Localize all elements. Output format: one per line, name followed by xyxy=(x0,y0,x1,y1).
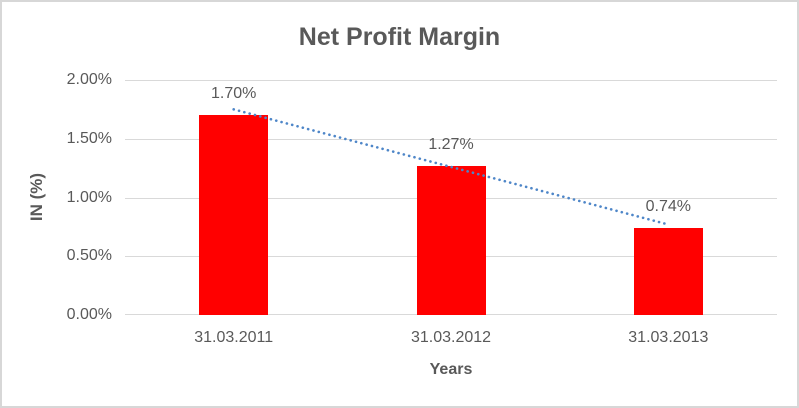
bar xyxy=(633,228,703,315)
x-tick-label: 31.03.2013 xyxy=(628,329,709,346)
plot-area: 1.70% 1.27% 0.74% xyxy=(125,79,777,315)
y-tick-label: 1.00% xyxy=(66,188,112,206)
trendline xyxy=(232,108,670,226)
bar xyxy=(416,165,486,315)
y-tick-label: 2.00% xyxy=(66,71,112,88)
y-tick-label: 0.50% xyxy=(66,247,112,265)
chart-title: Net Profit Margin xyxy=(298,23,501,51)
bar xyxy=(199,115,269,315)
x-tick-label: 31.03.2011 xyxy=(194,329,274,346)
y-tick-label: 1.50% xyxy=(66,129,112,147)
x-axis-title: Years xyxy=(429,361,473,378)
y-tick-label: 0.00% xyxy=(66,306,112,323)
gridline xyxy=(125,79,777,81)
bar-value-label: 0.74% xyxy=(645,198,692,216)
gridline xyxy=(125,138,777,140)
x-tick-label: 31.03.2012 xyxy=(410,329,492,346)
bar-value-label: 1.27% xyxy=(428,135,474,153)
bar-value-label: 1.70% xyxy=(210,85,257,103)
